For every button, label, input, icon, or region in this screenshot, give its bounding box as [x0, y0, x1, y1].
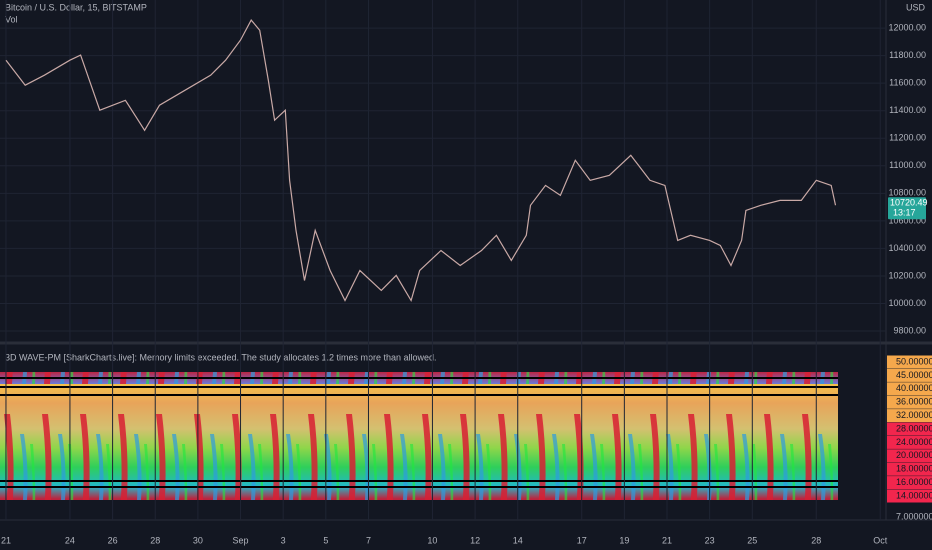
last-price-label: 10720.49	[890, 198, 928, 208]
x-tick-label: 28	[811, 535, 821, 545]
y-tick-label: 10000.00	[888, 298, 926, 308]
level-label: 36.0000000	[896, 397, 932, 407]
x-tick-label: 25	[747, 535, 757, 545]
level-badge	[887, 462, 932, 476]
wave-heatmap	[0, 372, 838, 500]
last-price-box	[888, 197, 926, 220]
heatmap-lines	[0, 377, 838, 488]
level-badge	[887, 489, 932, 503]
y-tick-label: 11800.00	[889, 50, 926, 60]
y-tick-label: 10200.00	[888, 270, 926, 280]
level-badge	[887, 368, 932, 382]
x-tick-label: 3	[281, 535, 286, 545]
currency-label: USD	[906, 2, 926, 12]
y-tick-label: 11600.00	[889, 78, 926, 88]
countdown-label: 13:17	[893, 208, 916, 218]
level-badge	[887, 409, 932, 423]
level-badge	[887, 422, 932, 436]
x-tick-label: 21	[662, 535, 672, 545]
indicator-title: 3D WAVE-PM [SharkCharts.live]: Memory li…	[5, 352, 437, 362]
x-tick-label: 30	[193, 535, 203, 545]
y-tick-label: 10600.00	[888, 215, 926, 225]
y-tick-label: 12000.00	[888, 22, 926, 32]
level-badge	[887, 355, 932, 369]
volume-label: Vol	[5, 14, 18, 24]
x-tick-label: 19	[619, 535, 629, 545]
level-badge	[887, 395, 932, 409]
level-badge	[887, 382, 932, 396]
level-label: 40.0000000	[896, 383, 932, 393]
level-label: 24.0000000	[896, 437, 932, 447]
price-line	[5, 19, 837, 303]
level-label: 28.0000000	[896, 423, 932, 433]
y-tick-label: 11000.00	[889, 160, 926, 170]
x-tick-label: 12	[470, 535, 480, 545]
level-label: 32.0000000	[896, 410, 932, 420]
x-tick-label: 5	[323, 535, 328, 545]
level-label: 20.0000000	[896, 450, 932, 460]
x-tick-label: 10	[427, 535, 437, 545]
y-axis-label: 7.0000000	[896, 511, 932, 521]
x-tick-label: 24	[65, 535, 75, 545]
x-tick-label: 23	[705, 535, 715, 545]
x-tick-label: 7	[366, 535, 371, 545]
level-label: 50.0000000	[896, 356, 932, 366]
x-tick-label: Oct	[873, 535, 888, 545]
level-label: 14.0000000	[896, 490, 932, 500]
x-tick-label: 28	[150, 535, 160, 545]
level-badge	[887, 476, 932, 490]
y-tick-label: 10800.00	[888, 188, 926, 198]
level-label: 16.0000000	[896, 477, 932, 487]
x-tick-label: 14	[513, 535, 523, 545]
level-badge	[887, 449, 932, 463]
y-tick-label: 9800.00	[893, 325, 926, 335]
x-tick-label: Sep	[233, 535, 249, 545]
y-tick-label: 11200.00	[889, 133, 926, 143]
y-tick-label: 10400.00	[888, 243, 926, 253]
x-tick-label: 26	[108, 535, 118, 545]
level-label: 18.0000000	[896, 464, 932, 474]
y-tick-label: 11400.00	[889, 105, 926, 115]
symbol-title: Bitcoin / U.S. Dollar, 15, BITSTAMP	[5, 2, 147, 12]
level-label: 45.0000000	[896, 370, 932, 380]
x-tick-label: 17	[577, 535, 587, 545]
level-badge	[887, 435, 932, 449]
x-tick-label: 21	[1, 535, 11, 545]
